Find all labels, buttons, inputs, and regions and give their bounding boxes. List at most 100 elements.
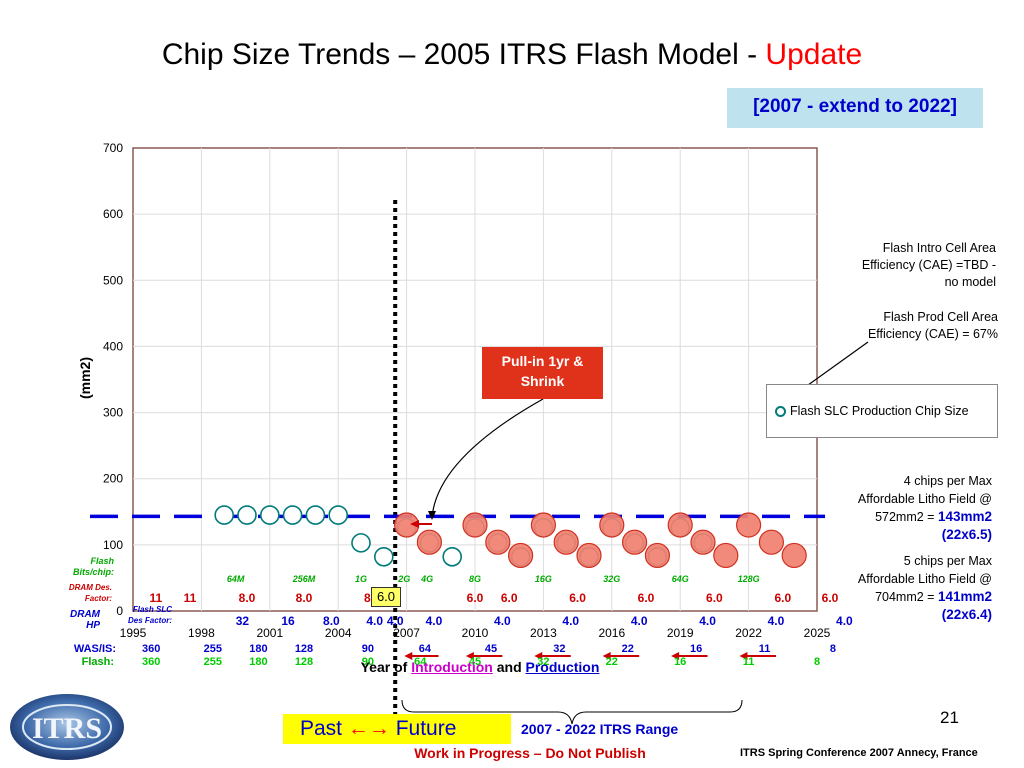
- flash-hp-cell: 22: [606, 656, 618, 668]
- flash-slc-cell: 16: [281, 614, 295, 628]
- table-row-label: Factor:: [85, 594, 112, 603]
- was-is-cell: 360: [142, 643, 160, 655]
- callout-arrowhead: [428, 511, 436, 520]
- table-row-label: WAS/IS:: [74, 643, 116, 655]
- table-row-label: Flash:: [82, 656, 114, 668]
- title-prefix: Chip Size Trends – 2005 ITRS Flash Model…: [161, 38, 766, 71]
- future-text: Future: [389, 717, 457, 740]
- flash-bits-cell: 64M: [227, 574, 245, 584]
- flash-hp-cell: 16: [674, 656, 686, 668]
- x-tick-label: 2016: [598, 626, 625, 640]
- callout-pull-in: Pull-in 1yr & Shrink: [482, 347, 603, 399]
- note-four-line1: 4 chips per Max: [903, 474, 992, 488]
- flash-bits-cell: 32G: [603, 574, 620, 584]
- intro-point: [621, 529, 648, 555]
- x-axis-title: Year of Introduction and Production: [300, 659, 660, 675]
- was-is-cell: 90: [362, 643, 374, 655]
- table-row-label: HP: [86, 620, 100, 631]
- flash-slc-cell: 4.0: [699, 614, 716, 628]
- pull-in-arrowhead: [602, 652, 611, 660]
- production-point: [442, 546, 463, 567]
- flash-slc-cell: 4.0: [631, 614, 648, 628]
- flash-hp-cell: 90: [362, 656, 374, 668]
- flash-slc-cell: 32: [236, 614, 250, 628]
- intro-point: [644, 542, 671, 569]
- flash-bits-cell: 128G: [738, 574, 760, 584]
- production-point: [328, 505, 349, 525]
- itrs-range-label: 2007 - 2022 ITRS Range: [521, 721, 679, 737]
- was-is-cell: 255: [204, 643, 222, 655]
- intro-point: [485, 529, 511, 555]
- callout-connector: [431, 398, 544, 519]
- flash-bits-cell: 16G: [535, 574, 552, 584]
- pull-in-arrowhead: [534, 652, 543, 660]
- callout-red-arrowhead: [410, 520, 419, 528]
- dram-des-cell: 6.0: [569, 591, 586, 605]
- y-tick-label: 700: [103, 141, 123, 155]
- dram-des-cell: 6.0: [774, 591, 791, 605]
- past-text: Past: [300, 717, 348, 740]
- range-brace: [401, 699, 743, 725]
- x-tick-label: 1998: [188, 626, 215, 640]
- intro-point: [462, 512, 488, 538]
- flash-slc-cell: 4.0: [387, 614, 404, 628]
- flash-slc-cell: 8.0: [323, 614, 340, 628]
- table-row-label: Flash: [90, 556, 114, 566]
- flash-slc-cell: 4.0: [494, 614, 511, 628]
- intro-point: [576, 542, 602, 569]
- x-tick-label: 2010: [462, 626, 489, 640]
- dram-des-cell: 8.0: [239, 591, 256, 605]
- flash-hp-cell: 255: [204, 656, 222, 668]
- work-in-progress-note: Work in Progress – Do Not Publish: [414, 745, 646, 761]
- legend-label: Flash SLC Production Chip Size: [790, 404, 969, 418]
- chart-legend: Flash SLC Production Chip Size: [766, 384, 998, 438]
- footer-conference: ITRS Spring Conference 2007 Annecy, Fran…: [740, 747, 978, 759]
- production-point: [351, 533, 371, 553]
- note-five-line1: 5 chips per Max: [903, 554, 992, 568]
- legend-marker-icon: [775, 406, 786, 418]
- x-axis-title-pre: Year of: [360, 659, 412, 675]
- flash-hp-cell: 45: [469, 656, 481, 668]
- flash-slc-cell: 4.0: [366, 614, 383, 628]
- past-future-arrows-icon: ←→: [347, 717, 390, 740]
- flash-hp-cell: 64: [414, 656, 427, 668]
- note-four-line3: 572mm2 =: [875, 510, 938, 524]
- intro-point: [530, 512, 557, 538]
- x-axis-title-prod: Production: [525, 659, 600, 675]
- was-is-cell: 32: [553, 643, 565, 655]
- note-five-chips: 5 chips per Max Affordable Litho Field @…: [800, 552, 992, 624]
- intro-point: [758, 529, 785, 555]
- dram-des-cell: 6.0: [706, 591, 723, 605]
- intro-point: [713, 542, 739, 569]
- x-tick-label: 2019: [667, 626, 694, 640]
- was-is-cell: 45: [485, 643, 497, 655]
- y-tick-label: 400: [103, 339, 123, 353]
- flash-slc-cell: 4.0: [836, 614, 853, 628]
- x-axis-title-intro: Introduction: [411, 659, 493, 675]
- note-cae-intro: Flash Intro Cell Area Efficiency (CAE) =…: [800, 240, 996, 291]
- was-is-cell: 128: [295, 643, 313, 655]
- flash-hp-cell: 8: [814, 656, 820, 668]
- intro-point: [553, 529, 579, 555]
- slide-title: Chip Size Trends – 2005 ITRS Flash Model…: [0, 38, 1024, 72]
- table-row-label: Bits/chip:: [73, 567, 114, 577]
- x-tick-label: 1995: [120, 626, 147, 640]
- boxed-value: 6.0: [371, 587, 401, 607]
- intro-point: [507, 542, 534, 569]
- note-cae-intro-line1: Flash Intro Cell Area: [882, 241, 996, 255]
- dram-des-cell: 6.0: [822, 591, 839, 605]
- subtitle-box: [2007 - extend to 2022]: [727, 88, 983, 128]
- y-tick-label: 500: [103, 273, 123, 287]
- intro-point: [735, 512, 762, 538]
- y-tick-label: 200: [103, 472, 123, 486]
- dram-des-cell: 6.0: [467, 591, 484, 605]
- y-tick-label: 600: [103, 207, 123, 221]
- y-axis-title: (mm2): [77, 357, 93, 400]
- x-tick-label: 2013: [530, 626, 557, 640]
- pull-in-arrowhead: [465, 652, 474, 660]
- note-five-line2: Affordable Litho Field @: [857, 572, 992, 586]
- note-four-value: 143mm2: [937, 509, 992, 524]
- was-is-cell: 11: [759, 643, 771, 655]
- logo-text: ITRS: [32, 712, 102, 745]
